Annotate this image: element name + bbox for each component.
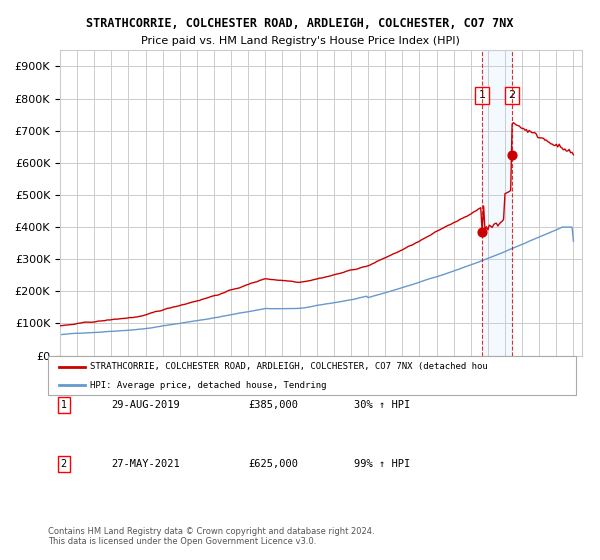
Point xyxy=(508,150,517,159)
HPI: Average price, detached house, Tendring: (2.02e+03, 4e+05): Average price, detached house, Tendring:… xyxy=(560,224,567,231)
Line: STRATHCORRIE, COLCHESTER ROAD, ARDLEIGH, COLCHESTER, CO7 7NX (detached hou: STRATHCORRIE, COLCHESTER ROAD, ARDLEIGH,… xyxy=(60,123,574,326)
Text: £625,000: £625,000 xyxy=(248,459,299,469)
HPI: Average price, detached house, Tendring: (2.02e+03, 3.32e+05): Average price, detached house, Tendring:… xyxy=(507,246,514,253)
HPI: Average price, detached house, Tendring: (2e+03, 8.87e+04): Average price, detached house, Tendring:… xyxy=(152,324,159,330)
STRATHCORRIE, COLCHESTER ROAD, ARDLEIGH, COLCHESTER, CO7 7NX (detached hou xyxy=(152,308,159,315)
STRATHCORRIE, COLCHESTER ROAD, ARDLEIGH, COLCHESTER, CO7 7NX (detached hou xyxy=(71,321,78,328)
FancyBboxPatch shape xyxy=(48,356,576,395)
Text: HPI: Average price, detached house, Tendring: HPI: Average price, detached house, Tend… xyxy=(90,380,327,390)
Text: 27-MAY-2021: 27-MAY-2021 xyxy=(112,459,180,469)
Bar xyxy=(482,50,512,356)
STRATHCORRIE, COLCHESTER ROAD, ARDLEIGH, COLCHESTER, CO7 7NX (detached hou xyxy=(377,256,385,263)
HPI: Average price, detached house, Tendring: (2.01e+03, 1.74e+05): Average price, detached house, Tendring:… xyxy=(349,296,356,303)
STRATHCORRIE, COLCHESTER ROAD, ARDLEIGH, COLCHESTER, CO7 7NX (detached hou xyxy=(366,262,373,269)
Text: 2: 2 xyxy=(509,90,515,100)
HPI: Average price, detached house, Tendring: (2.01e+03, 1.82e+05): Average price, detached house, Tendring:… xyxy=(366,294,373,301)
Text: 29-AUG-2019: 29-AUG-2019 xyxy=(112,400,180,410)
HPI: Average price, detached house, Tendring: (2e+03, 6.91e+04): Average price, detached house, Tendring:… xyxy=(71,330,78,337)
STRATHCORRIE, COLCHESTER ROAD, ARDLEIGH, COLCHESTER, CO7 7NX (detached hou xyxy=(570,151,577,158)
Text: 2: 2 xyxy=(61,459,67,469)
HPI: Average price, detached house, Tendring: (2.02e+03, 3.56e+05): Average price, detached house, Tendring:… xyxy=(570,238,577,245)
HPI: Average price, detached house, Tendring: (2.01e+03, 1.92e+05): Average price, detached house, Tendring:… xyxy=(377,291,385,297)
STRATHCORRIE, COLCHESTER ROAD, ARDLEIGH, COLCHESTER, CO7 7NX (detached hou xyxy=(507,187,514,194)
Text: STRATHCORRIE, COLCHESTER ROAD, ARDLEIGH, COLCHESTER, CO7 7NX (detached hou: STRATHCORRIE, COLCHESTER ROAD, ARDLEIGH,… xyxy=(90,362,488,371)
Text: Price paid vs. HM Land Registry's House Price Index (HPI): Price paid vs. HM Land Registry's House … xyxy=(140,36,460,46)
Text: 1: 1 xyxy=(61,400,67,410)
HPI: Average price, detached house, Tendring: (2e+03, 6.51e+04): Average price, detached house, Tendring:… xyxy=(56,332,64,338)
Text: 30% ↑ HPI: 30% ↑ HPI xyxy=(354,400,410,410)
Text: 1: 1 xyxy=(479,90,485,100)
Text: £385,000: £385,000 xyxy=(248,400,299,410)
Line: HPI: Average price, detached house, Tendring: HPI: Average price, detached house, Tend… xyxy=(60,227,574,335)
Text: Contains HM Land Registry data © Crown copyright and database right 2024.
This d: Contains HM Land Registry data © Crown c… xyxy=(48,526,374,546)
STRATHCORRIE, COLCHESTER ROAD, ARDLEIGH, COLCHESTER, CO7 7NX (detached hou xyxy=(56,323,64,329)
Text: STRATHCORRIE, COLCHESTER ROAD, ARDLEIGH, COLCHESTER, CO7 7NX: STRATHCORRIE, COLCHESTER ROAD, ARDLEIGH,… xyxy=(86,17,514,30)
STRATHCORRIE, COLCHESTER ROAD, ARDLEIGH, COLCHESTER, CO7 7NX (detached hou xyxy=(349,267,356,273)
STRATHCORRIE, COLCHESTER ROAD, ARDLEIGH, COLCHESTER, CO7 7NX (detached hou xyxy=(510,119,517,126)
Point xyxy=(478,227,487,236)
Text: 99% ↑ HPI: 99% ↑ HPI xyxy=(354,459,410,469)
